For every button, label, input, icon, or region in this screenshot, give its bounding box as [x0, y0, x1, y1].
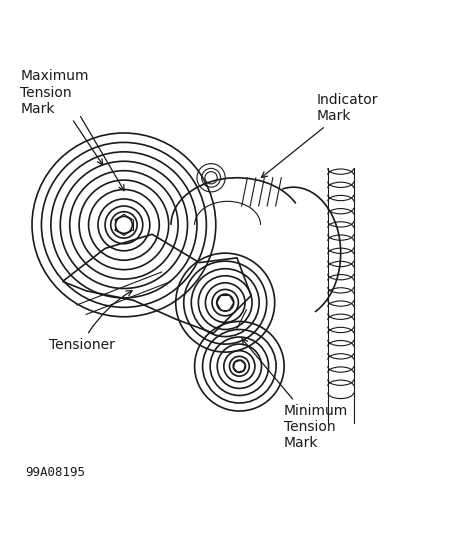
- Text: 99A08195: 99A08195: [25, 466, 85, 479]
- Text: Tensioner: Tensioner: [48, 290, 132, 352]
- Text: Indicator
Mark: Indicator Mark: [262, 93, 379, 177]
- Text: Minimum
Tension
Mark: Minimum Tension Mark: [242, 339, 348, 450]
- Text: Maximum
Tension
Mark: Maximum Tension Mark: [20, 70, 103, 165]
